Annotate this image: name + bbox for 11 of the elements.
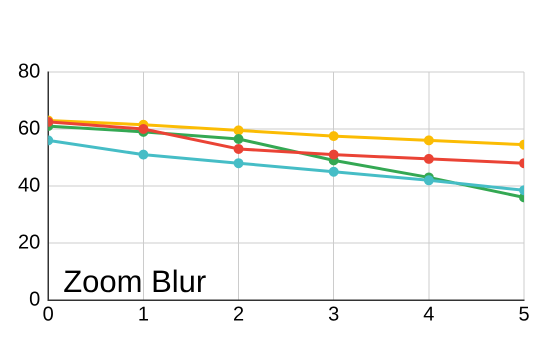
x-tick-label: 2 [232,304,244,326]
y-tick-label: 80 [18,60,40,83]
x-tick-label: 4 [423,304,434,326]
y-tick-label: 40 [18,174,40,197]
y-tick-label: 0 [29,288,40,311]
x-tick-label: 3 [328,304,340,326]
annotation: Zoom Blur [63,264,206,299]
x-tick-label: 5 [518,304,530,326]
y-tick-label: 60 [18,118,40,140]
x-tick-label: 1 [138,304,149,326]
y-tick-label: 20 [18,232,40,254]
